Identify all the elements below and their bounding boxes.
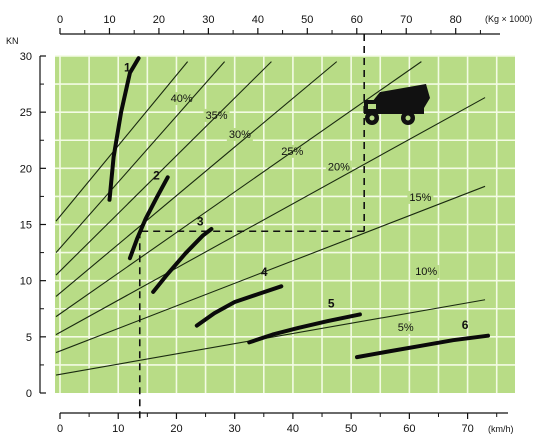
- top-tick-label: 30: [202, 14, 214, 26]
- dump-truck-icon: [364, 84, 430, 125]
- top-axis-unit-label: (Kg × 1000): [485, 14, 532, 24]
- top-tick-label: 70: [400, 14, 412, 26]
- grade-line: [55, 61, 189, 222]
- grade-lines: 40%35%30%25%20%15%10%5%: [55, 61, 486, 376]
- gear-label: 2: [153, 169, 160, 183]
- y-tick-label: 5: [26, 332, 32, 344]
- gear-label: 6: [462, 318, 469, 332]
- grade-label: 20%: [328, 162, 350, 174]
- y-axis-title: KN: [6, 36, 19, 46]
- y-tick-label: 10: [20, 276, 32, 288]
- grade-line: [55, 97, 486, 336]
- grade-label-bg: [168, 92, 195, 106]
- x-tick-label: 10: [112, 423, 124, 435]
- x-tick-label: 60: [403, 423, 415, 435]
- grade-line: [55, 61, 422, 318]
- gear-curve: [107, 56, 141, 202]
- x-tick-label: 0: [57, 423, 63, 435]
- example-path: [138, 34, 365, 420]
- y-tick-label: 15: [20, 220, 32, 232]
- y-tick-label: 0: [26, 388, 32, 400]
- grade-line: [55, 61, 272, 276]
- y-tick-label: 30: [20, 51, 32, 63]
- grade-label: 15%: [409, 192, 431, 204]
- grade-line: [55, 185, 486, 354]
- gear-label: 5: [328, 297, 335, 311]
- x-tick-label: 30: [229, 423, 241, 435]
- x-axis-unit-label: (km/h): [488, 424, 514, 434]
- top-tick-label: 40: [252, 14, 264, 26]
- grade-label-bg: [325, 160, 352, 174]
- grade-line: [55, 299, 486, 376]
- gear-curve: [355, 333, 490, 360]
- gear-curves: 1 2 3 4 5 6: [107, 56, 490, 360]
- gear-label: 3: [197, 215, 204, 229]
- grade-label: 10%: [415, 266, 437, 278]
- top-tick-label: 50: [301, 14, 313, 26]
- grade-label: 5%: [398, 322, 414, 334]
- top-tick-label: 60: [351, 14, 363, 26]
- grade-line: [55, 61, 226, 253]
- gear-curve: [247, 312, 362, 345]
- grade-label-bg: [413, 265, 440, 279]
- x-tick-label: 50: [345, 423, 357, 435]
- gear-label: 1: [124, 61, 131, 75]
- y-tick-label: 25: [20, 107, 32, 119]
- grade-line: [55, 61, 338, 297]
- gear-curve: [127, 175, 170, 261]
- grade-label: 30%: [229, 129, 251, 141]
- x-tick-label: 40: [287, 423, 299, 435]
- top-tick-label: 80: [450, 14, 462, 26]
- top-tick-label: 10: [103, 14, 115, 26]
- grade-label-bg: [395, 321, 422, 335]
- y-tick-label: 20: [20, 163, 32, 175]
- x-tick-label: 70: [461, 423, 473, 435]
- top-tick-label: 20: [153, 14, 165, 26]
- top-tick-label: 0: [57, 14, 63, 26]
- gear-label: 4: [261, 265, 268, 279]
- grade-label-bg: [407, 190, 434, 204]
- gear-curve: [194, 284, 284, 328]
- grade-label: 40%: [171, 93, 193, 105]
- x-tick-label: 20: [170, 423, 182, 435]
- gear-curve: [151, 227, 214, 294]
